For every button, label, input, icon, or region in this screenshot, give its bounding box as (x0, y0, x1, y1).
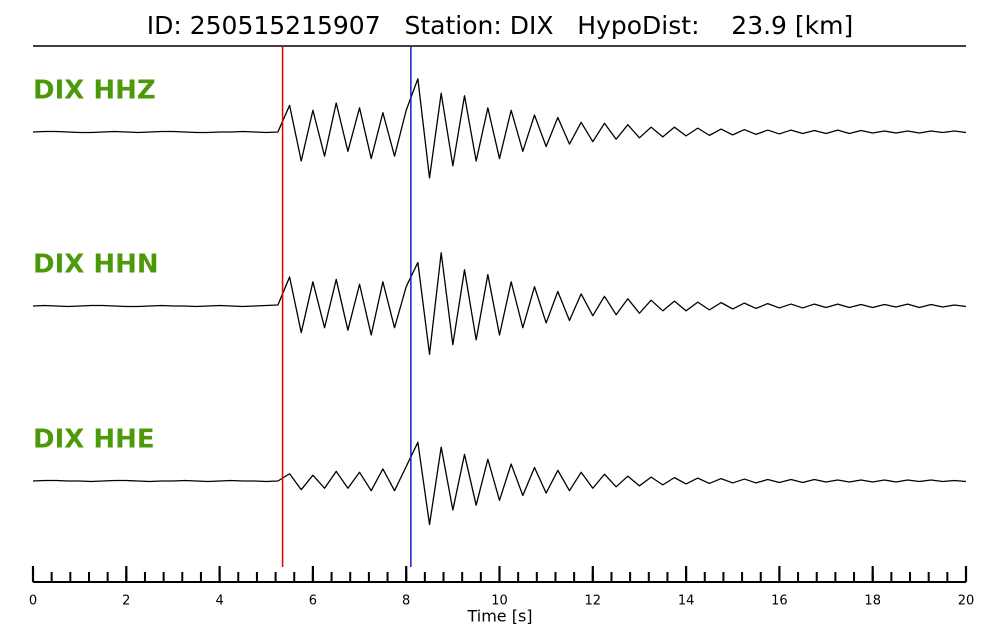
x-tick-label: 18 (864, 594, 881, 609)
waveform (32, 252, 967, 355)
x-tick-label: 20 (958, 594, 975, 609)
x-tick-label: 4 (215, 594, 223, 609)
x-axis-label: Time [s] (466, 607, 532, 626)
x-tick-label: 2 (122, 594, 130, 609)
trace-label: DIX HHZ (33, 76, 156, 106)
trace-label: DIX HHN (33, 250, 159, 280)
x-tick-label: 16 (771, 594, 788, 609)
x-tick-label: 8 (402, 594, 410, 609)
trace-label: DIX HHE (33, 425, 155, 455)
x-tick-label: 14 (678, 594, 695, 609)
chart-title: ID: 250515215907 Station: DIX HypoDist: … (147, 11, 853, 40)
x-tick-label: 0 (29, 594, 37, 609)
x-tick-label: 6 (309, 594, 317, 609)
waveform (32, 78, 967, 179)
x-tick-label: 12 (585, 594, 602, 609)
waveform (32, 441, 967, 526)
x-tick-label: 10 (491, 594, 508, 609)
